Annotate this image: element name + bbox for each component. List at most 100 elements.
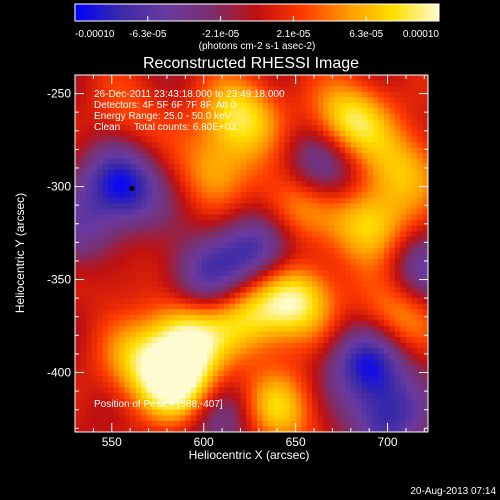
heatmap-cell bbox=[345, 180, 352, 188]
heatmap-cell bbox=[383, 376, 390, 383]
heatmap-cell bbox=[190, 309, 197, 316]
heatmap-cell bbox=[91, 119, 98, 126]
heatmap-cell bbox=[234, 91, 242, 98]
heatmap-cell bbox=[80, 186, 87, 193]
heatmap-cell bbox=[367, 192, 374, 199]
heatmap-cell bbox=[279, 75, 286, 82]
heatmap-cell bbox=[284, 247, 291, 255]
heatmap-cell bbox=[416, 370, 424, 377]
heatmap-cell bbox=[152, 197, 159, 204]
heatmap-cell bbox=[240, 342, 247, 349]
heatmap-cell bbox=[146, 80, 153, 87]
heatmap-cell bbox=[301, 426, 308, 432]
heatmap-cell bbox=[86, 186, 93, 193]
heatmap-cell bbox=[328, 242, 335, 249]
heatmap-cell bbox=[317, 392, 324, 400]
heatmap-cell bbox=[229, 231, 236, 238]
heatmap-cell bbox=[312, 270, 319, 277]
heatmap-cell bbox=[130, 281, 137, 288]
heatmap-cell bbox=[301, 337, 308, 344]
heatmap-cell bbox=[372, 242, 379, 249]
heatmap-cell bbox=[400, 314, 407, 322]
heatmap-cell bbox=[196, 381, 203, 388]
heatmap-cell bbox=[262, 236, 269, 243]
heatmap-cell bbox=[234, 147, 242, 154]
heatmap-cell bbox=[405, 426, 413, 432]
heatmap-cell bbox=[356, 158, 363, 165]
x-tick-label: 600 bbox=[194, 435, 214, 449]
heatmap-cell bbox=[361, 381, 368, 388]
heatmap-cell bbox=[130, 348, 137, 355]
heatmap-cell bbox=[141, 259, 148, 266]
heatmap-cell bbox=[356, 348, 363, 355]
heatmap-cell bbox=[284, 303, 291, 310]
heatmap-cell bbox=[301, 91, 308, 98]
heatmap-cell bbox=[86, 97, 93, 104]
heatmap-cell bbox=[119, 141, 126, 149]
heatmap-cell bbox=[356, 75, 363, 82]
heatmap-cell bbox=[306, 259, 313, 266]
heatmap-cell bbox=[91, 130, 98, 137]
heatmap-cell bbox=[345, 247, 352, 255]
heatmap-cell bbox=[130, 119, 137, 126]
heatmap-cell bbox=[372, 409, 379, 416]
heatmap-cell bbox=[102, 326, 109, 333]
heatmap-cell bbox=[201, 281, 208, 288]
heatmap-cell bbox=[290, 337, 297, 344]
heatmap-cell bbox=[284, 270, 291, 277]
heatmap-cell bbox=[317, 259, 324, 266]
heatmap-cell bbox=[312, 175, 319, 182]
heatmap-cell bbox=[179, 231, 186, 238]
heatmap-cell bbox=[218, 153, 225, 160]
heatmap-cell bbox=[356, 303, 363, 310]
heatmap-cell bbox=[301, 169, 308, 177]
heatmap-cell bbox=[345, 136, 352, 143]
heatmap-cell bbox=[306, 75, 313, 82]
heatmap-cell bbox=[356, 337, 363, 344]
heatmap-cell bbox=[234, 398, 242, 405]
heatmap-cell bbox=[339, 164, 346, 171]
heatmap-cell bbox=[174, 270, 181, 277]
heatmap-cell bbox=[378, 259, 385, 266]
heatmap-cell bbox=[240, 387, 247, 394]
heatmap-cell bbox=[108, 220, 115, 227]
heatmap-cell bbox=[378, 298, 385, 305]
heatmap-cell bbox=[86, 365, 93, 372]
heatmap-cell bbox=[268, 420, 275, 428]
heatmap-cell bbox=[86, 303, 93, 310]
heatmap-cell bbox=[146, 236, 153, 243]
heatmap-cell bbox=[163, 236, 170, 243]
heatmap-cell bbox=[201, 253, 208, 260]
heatmap-cell bbox=[306, 320, 313, 327]
heatmap-cell bbox=[422, 130, 428, 137]
heatmap-cell bbox=[268, 108, 275, 115]
heatmap-cell bbox=[119, 420, 126, 428]
heatmap-cell bbox=[367, 114, 374, 121]
heatmap-cell bbox=[273, 236, 280, 243]
heatmap-cell bbox=[157, 91, 164, 98]
heatmap-cell bbox=[394, 169, 402, 177]
heatmap-cell bbox=[400, 247, 407, 255]
heatmap-cell bbox=[245, 270, 253, 277]
heatmap-cell bbox=[339, 136, 346, 143]
heatmap-cell bbox=[146, 220, 153, 227]
heatmap-cell bbox=[422, 86, 428, 93]
heatmap-cell bbox=[113, 409, 120, 416]
heatmap-cell bbox=[257, 197, 264, 204]
heatmap-cell bbox=[361, 314, 368, 322]
heatmap-cell bbox=[411, 214, 418, 221]
heatmap-cell bbox=[135, 392, 142, 400]
heatmap-cell bbox=[262, 136, 269, 143]
heatmap-cell bbox=[135, 314, 142, 322]
heatmap-cell bbox=[301, 314, 308, 322]
heatmap-cell bbox=[223, 141, 231, 149]
heatmap-cell bbox=[334, 192, 341, 199]
heatmap-cell bbox=[251, 292, 258, 299]
heatmap-cell bbox=[301, 247, 308, 255]
heatmap-cell bbox=[284, 420, 291, 428]
heatmap-cell bbox=[345, 326, 352, 333]
heatmap-cell bbox=[80, 392, 87, 400]
heatmap-cell bbox=[229, 136, 236, 143]
heatmap-cell bbox=[152, 376, 159, 383]
heatmap-cell bbox=[301, 292, 308, 299]
